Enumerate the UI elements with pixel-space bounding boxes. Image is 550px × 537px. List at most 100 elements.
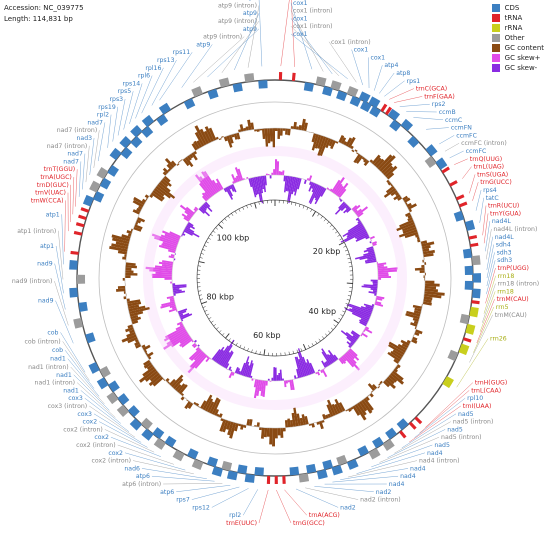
label-leader [159, 52, 193, 101]
legend-swatch [491, 24, 500, 32]
label-leader [112, 106, 118, 142]
kbp-tick [208, 317, 212, 320]
gc-skew-bar [338, 197, 342, 201]
feature-sdh3 [464, 280, 473, 291]
gc-skew-halo [143, 146, 407, 410]
gc-skew-bar [377, 274, 389, 277]
feature-cox2-intron [153, 438, 166, 450]
gc-skew-bar [350, 331, 360, 339]
gc-skew-bar [275, 367, 277, 381]
gc-content-bar [311, 133, 317, 143]
gc-skew-bar [328, 188, 331, 191]
gc-skew-bar [360, 334, 363, 337]
gc-content-bar [390, 350, 403, 360]
gc-content-bar [424, 285, 437, 290]
gc-skew-bar [190, 349, 203, 361]
gc-skew-bar [161, 243, 177, 250]
gc-content-bar [129, 329, 135, 334]
label-leader [62, 341, 90, 381]
kbp-tick [206, 313, 210, 316]
genome-header: Accession: NC_039775 Length: 114,831 bp [4, 3, 84, 25]
label-leader [151, 476, 215, 482]
feature-label-trns-uga: trnS(UGA) [477, 171, 508, 178]
gc-skew-bar [352, 334, 359, 340]
feature-tatc [464, 219, 476, 231]
feature-trna-ugc [78, 214, 87, 220]
feature-label-trnh-gug: trnH(GUG) [475, 380, 507, 387]
gc-content-bar [390, 183, 394, 187]
gc-skew-bar [169, 304, 176, 309]
kbp-tick [311, 343, 314, 346]
feature-label-cox1-intron: cox1 (intron) [331, 39, 371, 46]
gc-content-bar [287, 418, 291, 428]
gc-content-bar [424, 288, 439, 293]
label-leader [426, 127, 449, 130]
gc-content-bar [132, 209, 141, 215]
kbp-tick [318, 338, 321, 342]
gc-content-bar [213, 408, 219, 417]
feature-trnd-guc [75, 222, 85, 228]
gc-skew-bar [181, 232, 186, 236]
feature-label-rps19: rps19 [98, 104, 116, 111]
feature-cox2-intron [191, 459, 204, 471]
gc-skew-bar [340, 228, 366, 243]
label-leader [284, 489, 307, 516]
feature-label-rrn18: rrn18 [498, 273, 515, 280]
kbp-label: 60 kbp [253, 331, 281, 340]
gc-skew-bar [377, 275, 392, 278]
gc-content-bar [136, 216, 146, 223]
ring-2 [171, 174, 379, 382]
gc-skew-bar [163, 327, 186, 342]
gc-content-bar [375, 158, 385, 169]
kbp-tick [296, 349, 299, 353]
gc-skew-bar [253, 379, 259, 399]
gc-skew-bar [181, 338, 193, 348]
gc-content-bar [134, 224, 143, 230]
feature-label-atp4: atp4 [384, 62, 398, 69]
gc-skew-bar [177, 308, 188, 314]
gc-skew-bar [351, 312, 370, 322]
gc-content-bar [355, 155, 364, 164]
feature-label-nad1-intron: nad1 (intron) [28, 364, 69, 371]
feature-trnv-uac [73, 230, 83, 236]
gc-skew-bar [346, 341, 353, 347]
kbp-tick [338, 317, 342, 320]
feature-rps7 [237, 464, 248, 474]
gc-content-bar [363, 158, 368, 163]
gc-skew-bar [169, 329, 187, 341]
gc-skew-bar [343, 206, 351, 214]
legend-item-cds: CDS [491, 3, 544, 13]
gc-content-bar [245, 126, 249, 131]
gc-skew-bar [178, 310, 187, 315]
gc-skew-bar [377, 272, 389, 275]
feature-label-trng-ucc: trnG(UCC) [480, 179, 512, 186]
gc-skew-bar [375, 297, 383, 301]
gc-skew-bar [162, 260, 174, 264]
gc-skew-bar [151, 233, 179, 245]
gc-skew-bar [179, 323, 184, 327]
kbp-tick [247, 348, 249, 352]
feature-rpl10 [396, 418, 409, 431]
gc-content-bar [256, 128, 260, 132]
feature-trni-cau [278, 72, 283, 81]
gc-skew-bar [360, 306, 373, 312]
gc-skew-bar [359, 319, 368, 325]
gc-content-bar [413, 320, 419, 325]
gc-skew-bar [293, 375, 297, 380]
kbp-tick [333, 319, 339, 324]
gc-skew-bar [374, 301, 382, 305]
label-leader [97, 122, 106, 162]
gc-skew-bar [326, 353, 335, 364]
gc-content-bar [331, 403, 339, 416]
gc-content-bar [301, 414, 307, 426]
feature-rps5 [130, 136, 143, 149]
gc-skew-bar [308, 183, 319, 203]
feature-trne-uuc [266, 475, 271, 484]
label-leader [291, 0, 295, 67]
gc-content-bar [369, 392, 374, 398]
feature-label-atp6-intron: atp6 (intron) [122, 481, 161, 488]
gc-skew-bar [234, 367, 239, 374]
gc-content-bar [174, 383, 182, 392]
gc-skew-bar [305, 362, 312, 375]
